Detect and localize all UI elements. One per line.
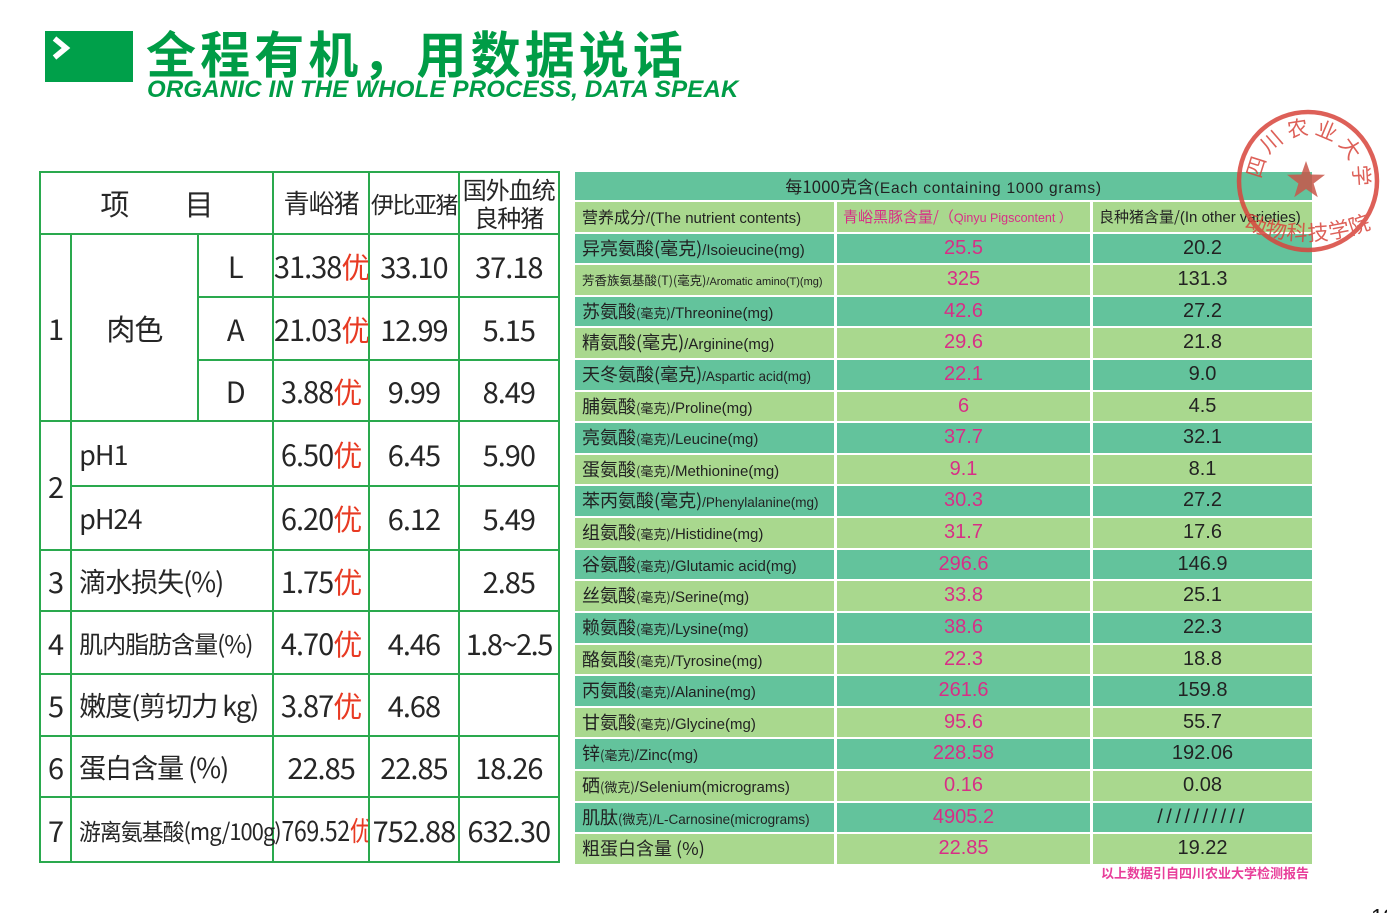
svg-text:动物科技学院: 动物科技学院 [1241,206,1374,247]
